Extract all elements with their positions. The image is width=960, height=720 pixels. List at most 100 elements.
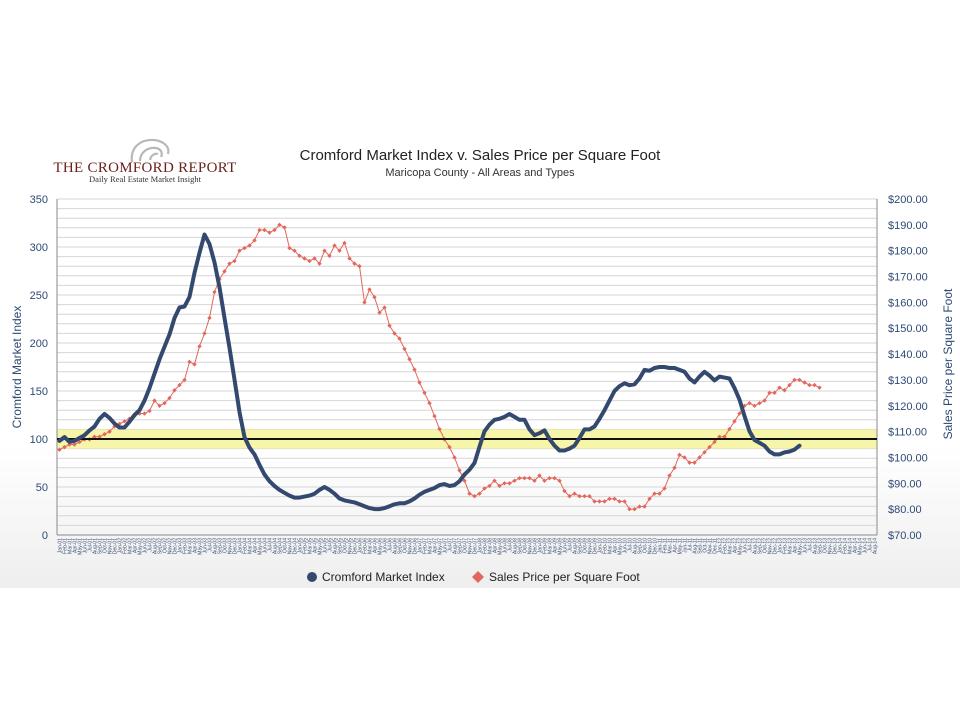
x-tick-label: Oct-08 (522, 538, 528, 553)
price-point (72, 442, 77, 447)
price-point (707, 444, 712, 450)
x-tick-label: Jun-14 (862, 538, 868, 554)
price-point (287, 245, 292, 251)
price-point (682, 455, 687, 460)
x-tick-label: Feb-14 (842, 538, 848, 554)
cmi-point (447, 484, 452, 488)
cmi-point (352, 500, 357, 504)
cmi-point (442, 482, 447, 486)
price-point (62, 444, 67, 450)
cmi-point (77, 436, 82, 440)
price-point (282, 225, 287, 230)
x-tick-label: Feb-12 (722, 538, 728, 554)
cmi-point (592, 424, 597, 429)
cmi-point (147, 386, 152, 390)
x-tick-label: May-01 (77, 538, 83, 555)
cmi-point (547, 437, 552, 441)
series (57, 222, 877, 512)
x-tick-label: Nov-12 (767, 538, 773, 554)
price-point (382, 305, 387, 310)
price-point (297, 253, 302, 259)
price-point (717, 434, 722, 439)
cmi-point (652, 366, 657, 370)
price-point (642, 504, 647, 509)
cmi-point (362, 504, 367, 508)
cmi-point (122, 425, 127, 430)
x-tick-label: Jan-13 (777, 538, 783, 554)
cmi-point (332, 492, 337, 496)
cmi-point (512, 415, 517, 419)
chart-background (0, 120, 960, 588)
cmi-point (337, 496, 342, 501)
price-point (677, 452, 682, 458)
cmi-point (667, 366, 672, 370)
price-point (552, 475, 557, 481)
price-point (482, 486, 487, 491)
legend-item-cmi[interactable]: Cromford Market Index (307, 570, 445, 584)
axes (56, 199, 878, 536)
price-point (542, 478, 547, 483)
price-point (587, 494, 592, 499)
cmi-point (257, 463, 262, 467)
price-point (492, 478, 497, 483)
price-point (817, 385, 822, 390)
cmi-point (662, 365, 667, 369)
price-point (242, 245, 247, 251)
price-point (527, 475, 532, 481)
cmi-point (767, 449, 772, 454)
legend-marker-price (472, 571, 484, 583)
cmi-point (72, 439, 77, 443)
price-point (622, 499, 627, 504)
cmi-point (747, 429, 752, 433)
cmi-point (67, 440, 72, 444)
price-point (352, 261, 357, 266)
x-tick-label: Jan-07 (417, 538, 423, 554)
x-tick-label: Oct-11 (702, 538, 708, 553)
x-tick-label: Jun-01 (82, 538, 88, 554)
left-tick-label: 150 (30, 386, 48, 398)
price-point (737, 411, 742, 416)
cmi-point (82, 433, 87, 437)
left-axis-ticks: 0 50 100 150 200 250 300 350 (30, 194, 48, 542)
price-point (377, 310, 382, 315)
x-tick-label: Nov-07 (467, 538, 473, 554)
cmi-point (347, 499, 352, 503)
price-point (387, 323, 392, 328)
price-point (252, 238, 257, 243)
price-point (272, 227, 277, 233)
x-tick-label: Oct-06 (402, 538, 408, 553)
cmi-point (497, 417, 502, 421)
price-point (367, 287, 372, 292)
cmi-point (267, 479, 272, 483)
x-tick-label: Feb-05 (302, 538, 308, 554)
price-point (247, 243, 252, 248)
right-tick-label: $70.00 (888, 530, 922, 542)
cmi-point (62, 435, 67, 439)
cmi-point (632, 382, 637, 386)
cmi-point (157, 357, 162, 361)
price-point (307, 258, 312, 264)
price-point (302, 256, 307, 261)
x-tick-label: Jun-11 (682, 538, 688, 553)
cmi-point (712, 378, 717, 383)
x-tick-label: Jan-08 (477, 538, 483, 554)
price-point (147, 408, 152, 414)
left-tick-label: 250 (30, 290, 48, 302)
x-tick-label: Apr-07 (432, 538, 438, 553)
legend-item-price[interactable]: Sales Price per Square Foot (472, 570, 640, 584)
price-point (532, 478, 537, 483)
x-tick-label: Jan-12 (717, 538, 723, 554)
price-point (167, 395, 172, 401)
cmi-point (572, 444, 577, 448)
price-point (502, 481, 507, 486)
x-tick-label: Feb-13 (782, 538, 788, 554)
x-tick-label: Sep-05 (337, 538, 343, 554)
x-tick-label: Feb-10 (602, 538, 608, 554)
x-tick-label: Sep-03 (217, 538, 223, 554)
logo: THE CROMFORD REPORT Daily Real Estate Ma… (53, 138, 236, 184)
x-tick-label: May-07 (437, 538, 443, 555)
cmi-point (247, 446, 252, 450)
x-axis-ticks: Jan-01 Feb-01 Mar-01 Apr-01 May-01 Jun-01 Jul-… (57, 538, 878, 555)
cmi-point (532, 433, 537, 437)
x-tick-label: Jun-10 (622, 538, 628, 554)
